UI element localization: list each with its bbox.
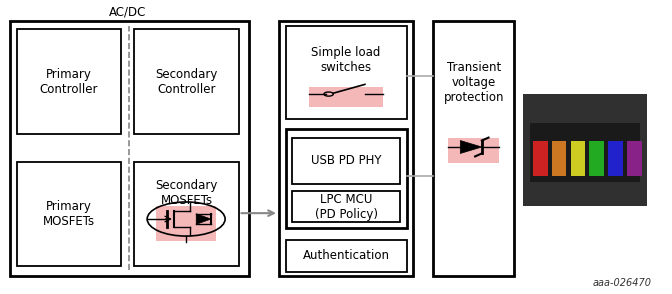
FancyBboxPatch shape [433, 21, 514, 276]
Text: Primary
MOSFETs: Primary MOSFETs [43, 200, 95, 228]
Text: Secondary
MOSFETs: Secondary MOSFETs [155, 179, 218, 207]
FancyBboxPatch shape [134, 162, 239, 266]
FancyBboxPatch shape [134, 29, 239, 134]
FancyBboxPatch shape [286, 240, 407, 272]
FancyBboxPatch shape [286, 129, 407, 228]
FancyBboxPatch shape [292, 191, 400, 222]
Text: Authentication: Authentication [302, 249, 390, 262]
Text: USB PD PHY: USB PD PHY [311, 154, 381, 168]
Text: aaa-026470: aaa-026470 [593, 278, 652, 288]
FancyBboxPatch shape [552, 141, 566, 176]
FancyBboxPatch shape [608, 141, 623, 176]
FancyBboxPatch shape [309, 87, 383, 107]
FancyBboxPatch shape [286, 26, 407, 119]
FancyBboxPatch shape [523, 94, 647, 206]
FancyBboxPatch shape [10, 21, 249, 276]
FancyBboxPatch shape [156, 206, 216, 241]
FancyBboxPatch shape [530, 123, 640, 182]
FancyBboxPatch shape [17, 29, 121, 134]
Polygon shape [460, 141, 482, 153]
FancyBboxPatch shape [589, 141, 604, 176]
FancyBboxPatch shape [17, 162, 121, 266]
FancyBboxPatch shape [627, 141, 642, 176]
Text: LPC MCU
(PD Policy): LPC MCU (PD Policy) [314, 193, 378, 220]
Text: Simple load
switches: Simple load switches [311, 46, 381, 74]
Text: AC/DC: AC/DC [109, 5, 146, 18]
Text: Transient
voltage
protection: Transient voltage protection [444, 61, 504, 104]
FancyBboxPatch shape [571, 141, 585, 176]
FancyBboxPatch shape [448, 138, 499, 163]
Polygon shape [196, 214, 211, 224]
Text: Secondary
Controller: Secondary Controller [155, 68, 218, 96]
FancyBboxPatch shape [292, 138, 400, 184]
FancyBboxPatch shape [533, 141, 548, 176]
Text: Primary
Controller: Primary Controller [40, 68, 98, 96]
FancyBboxPatch shape [279, 21, 413, 276]
